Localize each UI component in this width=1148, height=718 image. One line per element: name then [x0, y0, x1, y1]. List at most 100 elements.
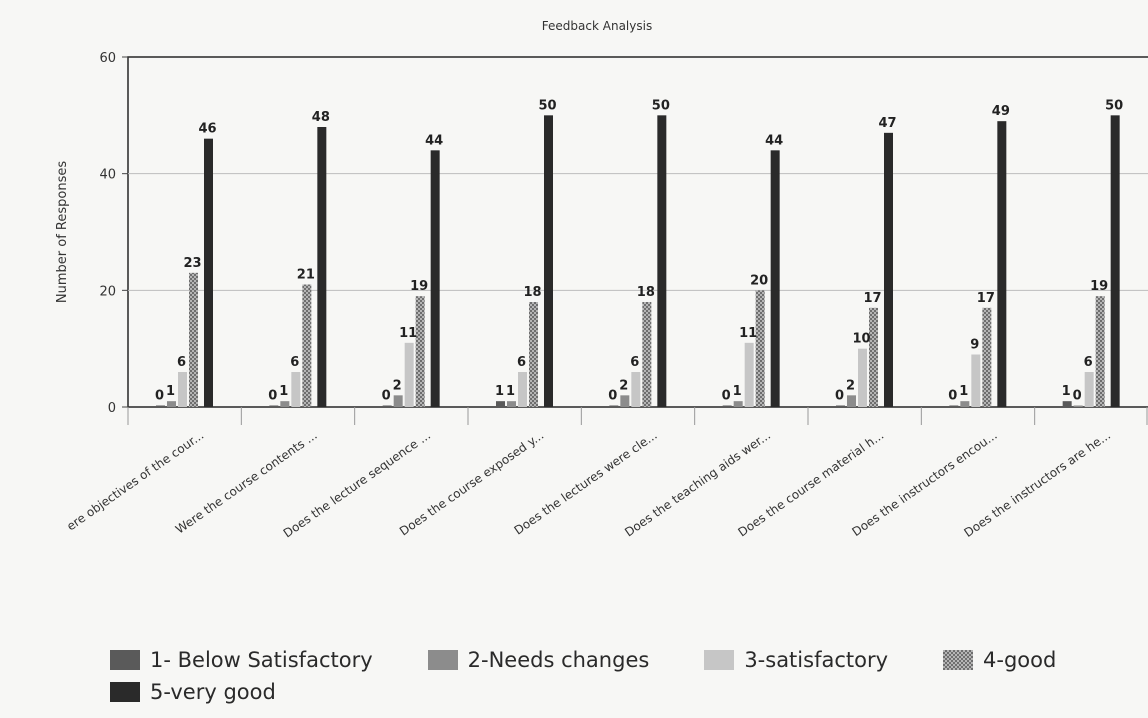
data-label-satisfactory: 9: [970, 338, 979, 353]
y-tick-label: 0: [108, 401, 116, 416]
legend-swatch-very-good: [110, 682, 140, 702]
data-label-satisfactory: 6: [177, 355, 186, 370]
data-label-needs-changes: 1: [733, 384, 742, 399]
data-label-good: 18: [637, 285, 655, 300]
data-label-below-satisfactory: 0: [835, 389, 844, 404]
bar-very-good: [997, 121, 1007, 408]
bar-good: [642, 302, 652, 407]
bar-good: [982, 307, 992, 407]
x-axis-tick-labels: ere objectives of the cour...Were the co…: [64, 407, 1148, 540]
y-axis-label: Number of Responses: [55, 161, 70, 303]
bar-below-satisfactory: [836, 405, 845, 407]
bar-good: [529, 302, 538, 407]
data-label-good: 19: [1090, 279, 1108, 294]
bar-very-good: [884, 132, 893, 408]
data-label-good: 23: [183, 256, 201, 271]
data-label-satisfactory: 11: [739, 326, 757, 341]
bar-very-good: [204, 138, 213, 407]
data-label-below-satisfactory: 0: [268, 389, 277, 404]
bar-below-satisfactory: [382, 405, 392, 407]
y-axis-ticks: 0 20 40 60: [99, 51, 128, 416]
bar-below-satisfactory: [496, 401, 505, 407]
data-label-good: 17: [977, 291, 995, 306]
legend-label-needs-changes: 2-Needs changes: [467, 648, 650, 672]
data-label-needs-changes: 1: [506, 384, 515, 399]
y-tick-label: 60: [99, 51, 116, 66]
legend-item-satisfactory: 3-satisfactory: [704, 648, 888, 672]
bar-good: [302, 284, 312, 407]
bar-good: [869, 307, 878, 407]
bar-below-satisfactory: [156, 405, 165, 407]
data-label-very-good: 50: [538, 98, 556, 113]
bar-good: [755, 290, 765, 407]
bar-very-good: [430, 150, 440, 408]
bars: [156, 115, 1120, 408]
bar-below-satisfactory: [949, 405, 959, 407]
gridlines: [127, 56, 1148, 408]
bar-needs-changes: [167, 401, 176, 407]
bar-below-satisfactory: [1062, 401, 1072, 407]
data-label-below-satisfactory: 0: [722, 389, 731, 404]
data-label-needs-changes: 2: [393, 378, 402, 393]
data-label-good: 20: [750, 273, 768, 288]
data-label-below-satisfactory: 0: [608, 389, 617, 404]
data-label-satisfactory: 6: [1084, 355, 1093, 370]
data-label-very-good: 44: [765, 133, 783, 148]
legend: 1- Below Satisfactory 2-Needs changes 3-…: [110, 648, 1130, 704]
y-tick-label: 40: [99, 168, 116, 183]
bar-below-satisfactory: [609, 405, 619, 407]
bar-needs-changes: [393, 395, 403, 407]
bar-needs-changes: [960, 401, 970, 407]
data-label-below-satisfactory: 0: [155, 389, 164, 404]
bar-satisfactory: [291, 372, 301, 407]
data-label-below-satisfactory: 1: [1062, 384, 1071, 399]
legend-swatch-needs-changes: [427, 650, 458, 670]
bar-needs-changes: [280, 401, 290, 407]
bar-satisfactory: [858, 348, 867, 407]
bar-good: [189, 272, 198, 407]
data-label-satisfactory: 6: [630, 355, 639, 370]
legend-swatch-below-satisfactory: [110, 650, 140, 670]
bar-needs-changes: [507, 401, 516, 407]
data-label-needs-changes: 1: [166, 384, 175, 399]
bar-needs-changes: [847, 395, 856, 407]
bar-very-good: [544, 115, 553, 407]
y-tick-label: 20: [99, 284, 116, 299]
data-label-very-good: 50: [1105, 98, 1123, 113]
data-label-below-satisfactory: 0: [382, 389, 391, 404]
bar-good: [415, 296, 425, 407]
bar-satisfactory: [518, 372, 527, 407]
bar-very-good: [317, 127, 327, 407]
legend-label-very-good: 5-very good: [150, 680, 276, 704]
legend-swatch-good: [943, 650, 974, 670]
data-label-good: 18: [523, 285, 541, 300]
bar-needs-changes: [1073, 405, 1083, 407]
data-label-very-good: 47: [878, 116, 896, 131]
data-label-satisfactory: 6: [517, 355, 526, 370]
plot-frame: [127, 56, 1148, 408]
data-label-satisfactory: 6: [290, 355, 299, 370]
data-label-needs-changes: 2: [846, 378, 855, 393]
data-label-very-good: 46: [198, 122, 216, 137]
data-label-very-good: 50: [652, 98, 670, 113]
data-label-needs-changes: 0: [1073, 389, 1082, 404]
data-label-below-satisfactory: 0: [948, 389, 957, 404]
data-label-satisfactory: 10: [852, 332, 870, 347]
bar-very-good: [770, 150, 780, 408]
legend-label-below-satisfactory: 1- Below Satisfactory: [150, 648, 373, 672]
bar-good: [1095, 296, 1105, 407]
data-label-needs-changes: 1: [279, 384, 288, 399]
data-label-good: 21: [297, 268, 315, 283]
chart-title: Feedback Analysis: [542, 19, 652, 33]
legend-item-needs-changes: 2-Needs changes: [427, 648, 650, 672]
data-label-good: 19: [410, 279, 428, 294]
data-label-needs-changes: 1: [959, 384, 968, 399]
legend-label-good: 4-good: [983, 648, 1057, 672]
bar-below-satisfactory: [722, 405, 732, 407]
data-label-below-satisfactory: 1: [495, 384, 504, 399]
bar-satisfactory: [404, 342, 414, 407]
legend-item-below-satisfactory: 1- Below Satisfactory: [110, 648, 373, 672]
bar-needs-changes: [620, 395, 630, 407]
